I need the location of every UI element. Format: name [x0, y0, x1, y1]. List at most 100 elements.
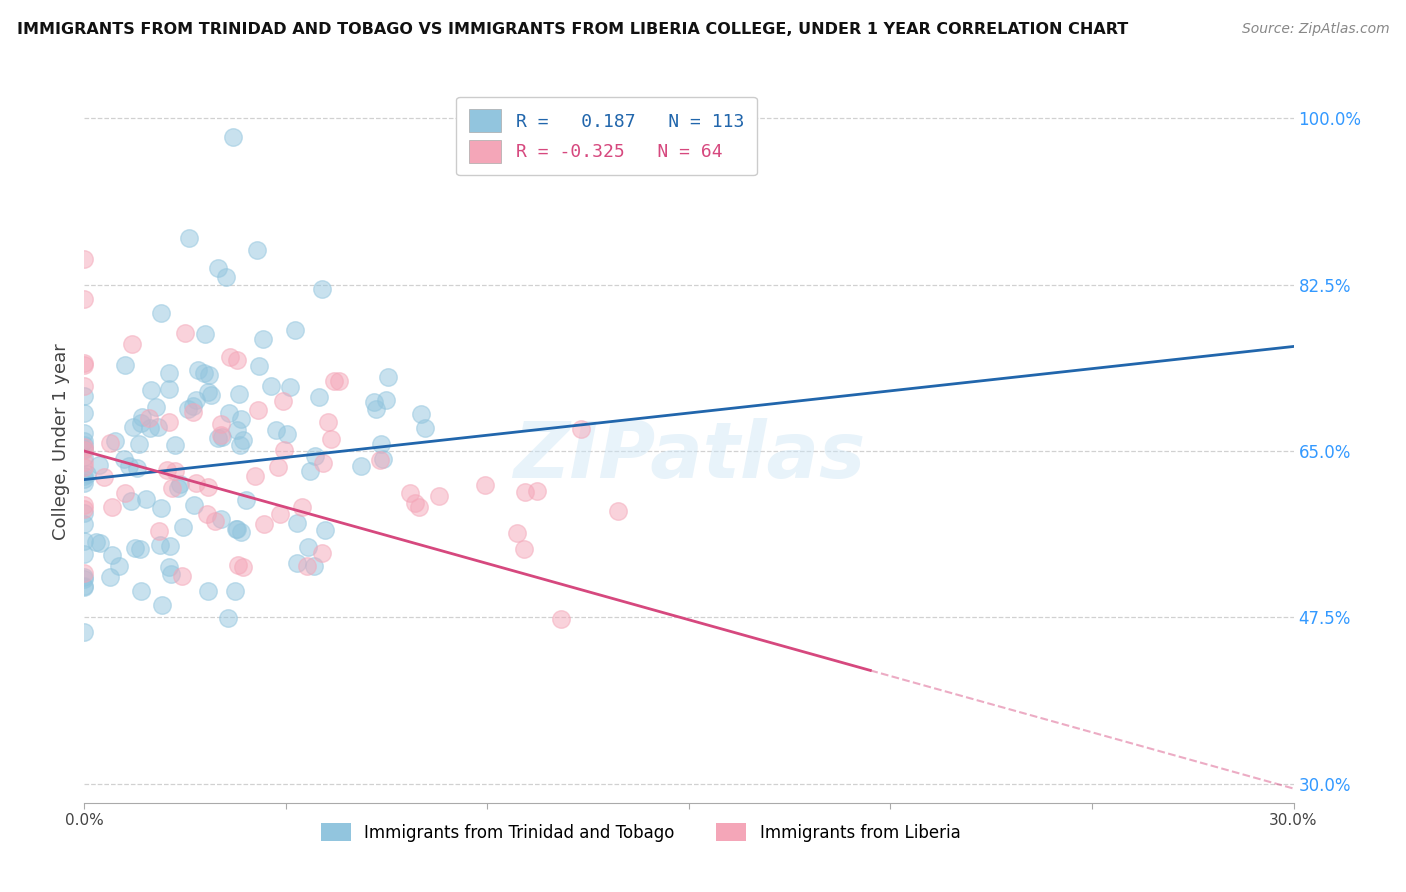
Point — [73, 570, 96, 584]
Point — [314, 524, 336, 538]
Point — [193, 366, 215, 380]
Point — [197, 584, 219, 599]
Point — [226, 423, 249, 437]
Point — [304, 558, 326, 573]
Point — [278, 379, 301, 393]
Point — [246, 244, 269, 258]
Point — [181, 405, 204, 419]
Point — [73, 443, 96, 458]
Point — [229, 412, 252, 426]
Point — [73, 498, 96, 512]
Point — [101, 549, 124, 563]
Point — [114, 452, 136, 467]
Point — [211, 417, 233, 431]
Text: Source: ZipAtlas.com: Source: ZipAtlas.com — [1241, 22, 1389, 37]
Point — [411, 407, 433, 421]
Point — [200, 388, 222, 402]
Point — [186, 476, 208, 491]
Point — [89, 458, 111, 473]
Point — [73, 579, 96, 593]
Point — [125, 461, 148, 475]
Point — [121, 336, 143, 351]
Point — [226, 353, 249, 368]
Point — [187, 363, 209, 377]
Point — [197, 479, 219, 493]
Point — [285, 516, 308, 531]
Point — [506, 526, 529, 541]
Point — [226, 558, 249, 572]
Point — [184, 392, 207, 407]
Point — [73, 533, 96, 548]
Point — [398, 486, 420, 500]
Point — [370, 437, 392, 451]
Point — [73, 455, 96, 469]
Point — [129, 583, 152, 598]
Point — [316, 416, 339, 430]
Point — [139, 384, 162, 398]
Point — [159, 566, 181, 581]
Point — [225, 522, 247, 536]
Point — [114, 486, 136, 500]
Point — [73, 580, 96, 594]
Point — [150, 500, 173, 515]
Point — [157, 560, 180, 574]
Point — [73, 476, 96, 491]
Point — [247, 359, 270, 373]
Legend: Immigrants from Trinidad and Tobago, Immigrants from Liberia: Immigrants from Trinidad and Tobago, Imm… — [314, 817, 967, 848]
Point — [73, 450, 96, 465]
Point — [198, 368, 221, 383]
Point — [207, 260, 229, 275]
Point — [260, 379, 283, 393]
Point — [73, 459, 96, 474]
Point — [73, 438, 96, 452]
Point — [73, 624, 96, 639]
Point — [73, 572, 96, 586]
Point — [197, 384, 219, 399]
Point — [93, 470, 115, 484]
Point — [308, 390, 330, 404]
Point — [73, 502, 96, 516]
Text: ZIPatlas: ZIPatlas — [513, 418, 865, 494]
Point — [73, 516, 96, 531]
Point — [404, 496, 426, 510]
Point — [252, 332, 274, 346]
Point — [129, 417, 152, 431]
Point — [204, 514, 226, 528]
Point — [243, 468, 266, 483]
Point — [129, 542, 152, 557]
Point — [84, 535, 107, 549]
Point — [375, 393, 398, 408]
Point — [364, 402, 387, 417]
Point — [228, 386, 250, 401]
Point — [104, 434, 127, 449]
Point — [73, 434, 96, 448]
Point — [350, 458, 373, 473]
Point — [607, 504, 630, 518]
Point — [512, 541, 534, 556]
Point — [285, 556, 308, 570]
Point — [207, 431, 229, 445]
Point — [73, 292, 96, 306]
Point — [247, 402, 270, 417]
Point — [291, 500, 314, 514]
Point — [101, 500, 124, 514]
Point — [73, 442, 96, 457]
Point — [311, 282, 333, 296]
Point — [73, 506, 96, 520]
Point — [377, 369, 399, 384]
Y-axis label: College, Under 1 year: College, Under 1 year — [52, 343, 70, 540]
Point — [139, 421, 162, 435]
Point — [229, 524, 252, 539]
Point — [118, 458, 141, 473]
Point — [73, 252, 96, 266]
Point — [222, 129, 245, 144]
Point — [73, 566, 96, 580]
Point — [73, 378, 96, 392]
Point — [209, 428, 232, 442]
Point — [122, 419, 145, 434]
Point — [373, 452, 395, 467]
Point — [269, 507, 291, 521]
Point — [163, 438, 186, 452]
Point — [218, 406, 240, 420]
Point — [368, 452, 391, 467]
